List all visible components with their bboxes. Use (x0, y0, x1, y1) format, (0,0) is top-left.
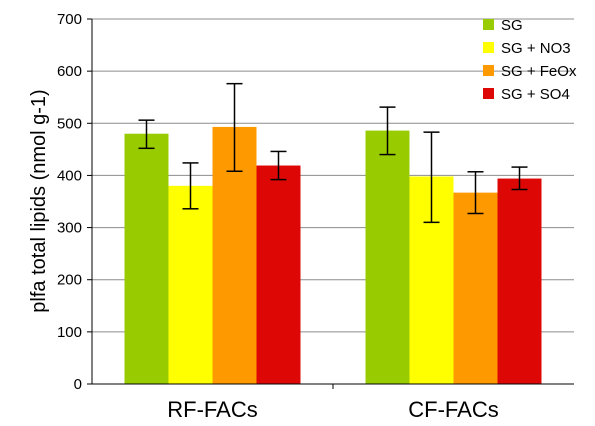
legend-entry: SG + FeOx (501, 63, 577, 80)
y-tick-label: 500 (57, 115, 82, 132)
legend-swatch (483, 88, 494, 99)
legend-entry: SG + SO4 (501, 86, 570, 103)
y-tick-label: 300 (57, 220, 82, 237)
axes: 0 100 200 300 400 500 600 700 RF-FACs CF-FACs (57, 11, 574, 422)
y-tick-label: 400 (57, 167, 82, 184)
y-tick-label: 700 (57, 11, 82, 28)
bar (256, 165, 301, 384)
category-label: RF-FACs (167, 397, 257, 422)
y-tick-label: 200 (57, 272, 82, 289)
bars (124, 126, 542, 384)
category-label: CF-FACs (408, 397, 498, 422)
legend-swatch (483, 65, 494, 76)
error-bars (138, 82, 528, 224)
legend-swatch (483, 19, 494, 30)
legend: SG SG + NO3 SG + FeOx SG + SO4 (483, 17, 577, 103)
bar (497, 178, 542, 384)
bar (168, 185, 213, 384)
bar (365, 130, 410, 384)
y-axis-label: plfa total lipids (nmol g-1) (28, 89, 50, 312)
y-tick-label: 0 (74, 376, 82, 393)
legend-entry: SG (501, 17, 523, 34)
bar (453, 192, 498, 384)
y-tick-label: 600 (57, 63, 82, 80)
legend-swatch (483, 42, 494, 53)
legend-entry: SG + NO3 (501, 40, 571, 57)
y-tick-label: 100 (57, 324, 82, 341)
bar (124, 133, 169, 384)
